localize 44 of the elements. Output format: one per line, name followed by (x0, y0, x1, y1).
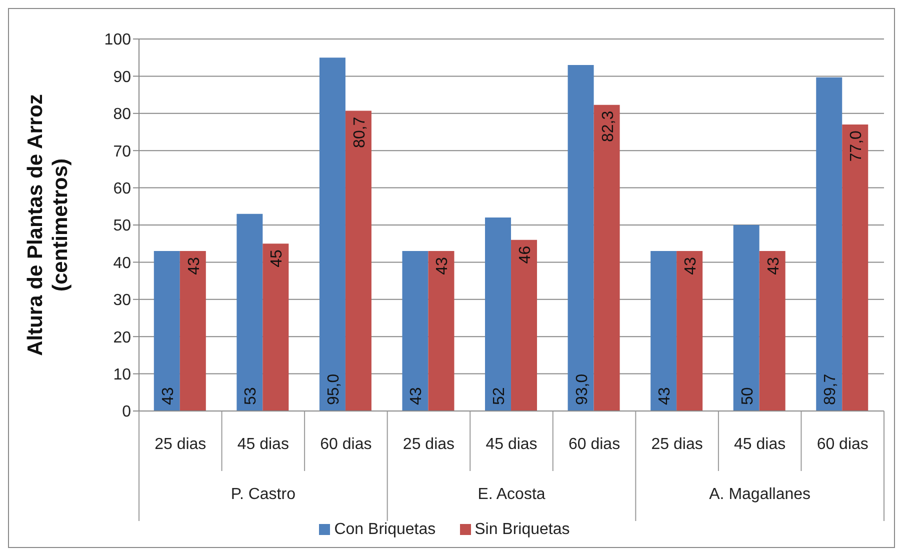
data-label: 45 (268, 250, 286, 268)
data-label: 50 (739, 387, 756, 405)
data-label: 43 (434, 256, 452, 275)
x-tick-label: 25 dias (402, 436, 455, 453)
data-label: 43 (765, 256, 782, 275)
x-tick-label: 60 dias (320, 436, 372, 453)
y-tick-label: 90 (113, 68, 132, 86)
y-tick-label: 50 (113, 218, 132, 235)
data-label: 43 (682, 256, 700, 275)
y-tick-label: 20 (113, 329, 132, 346)
data-label: 52 (491, 387, 508, 405)
x-tick-label: 25 dias (154, 436, 206, 453)
text: P. Castro (230, 486, 296, 503)
x-tick-label: 45 dias (734, 436, 786, 453)
data-label: 95,0 (325, 374, 342, 405)
data-label: 89,7 (822, 374, 840, 405)
x-tick-label: 45 dias (486, 436, 538, 453)
data-label: 80,7 (351, 116, 368, 148)
data-label: 43 (656, 387, 674, 405)
data-label: 53 (242, 387, 260, 405)
text: A. Magallanes (709, 486, 811, 503)
y-tick-label: 30 (113, 292, 132, 310)
x-tick-label: 25 dias (651, 436, 703, 453)
legend-label: Con Briquetas (334, 521, 436, 538)
data-label: 43 (408, 387, 426, 405)
legend-label: Sin Briquetas (474, 521, 570, 538)
y-tick-label: 0 (122, 404, 132, 421)
y-tick-label: 80 (113, 106, 132, 124)
x-tick-label: 60 dias (568, 436, 620, 453)
data-label: 77,0 (848, 130, 866, 162)
y-axis-title: Altura de Plantas de Arroz (centimetros) (24, 94, 72, 356)
data-label: 43 (186, 256, 203, 275)
y-tick-label: 40 (113, 254, 132, 272)
y-tick-label: 60 (113, 180, 132, 198)
y-tick-label: 100 (104, 32, 132, 49)
data-label: 43 (160, 387, 177, 405)
data-label: 82,3 (600, 110, 617, 142)
x-tick-label: 60 dias (816, 436, 868, 453)
data-label: 93,0 (574, 374, 591, 405)
y-tick-label: 10 (113, 366, 132, 384)
y-tick-label: 70 (113, 143, 132, 160)
x-tick-label: 45 dias (237, 436, 289, 453)
data-label: 46 (517, 246, 534, 264)
text: E. Acosta (478, 486, 546, 503)
